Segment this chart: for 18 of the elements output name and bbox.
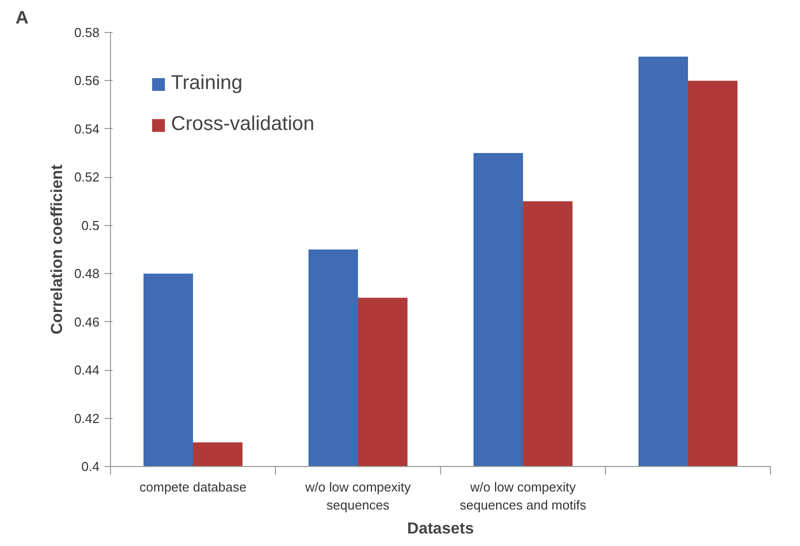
legend-label: Cross-validation: [171, 113, 314, 136]
y-tick-label: 0.5: [81, 218, 100, 233]
y-tick-label: 0.46: [74, 314, 100, 330]
y-tick-label: 0.54: [74, 121, 100, 136]
y-tick-label: 0.4: [81, 459, 100, 474]
x-axis-title: Datasets: [407, 520, 474, 538]
x-tick-label: compete database: [140, 480, 246, 494]
x-tick-label: w/o low compexity sequences and motifs: [460, 480, 587, 512]
y-tick-label: 0.42: [74, 410, 100, 426]
y-tick-label: 0.52: [74, 170, 100, 185]
text: A: [16, 8, 28, 28]
y-tick-label: 0.58: [74, 25, 100, 40]
y-tick-label: 0.44: [74, 362, 100, 378]
legend-label: Training: [171, 72, 243, 95]
y-tick-label: 0.56: [74, 73, 100, 88]
y-tick-label: 0.48: [74, 266, 100, 282]
x-tick-label: w/o low compexity sequences: [304, 480, 412, 512]
y-axis-title: Correlation coefficient: [49, 164, 66, 334]
